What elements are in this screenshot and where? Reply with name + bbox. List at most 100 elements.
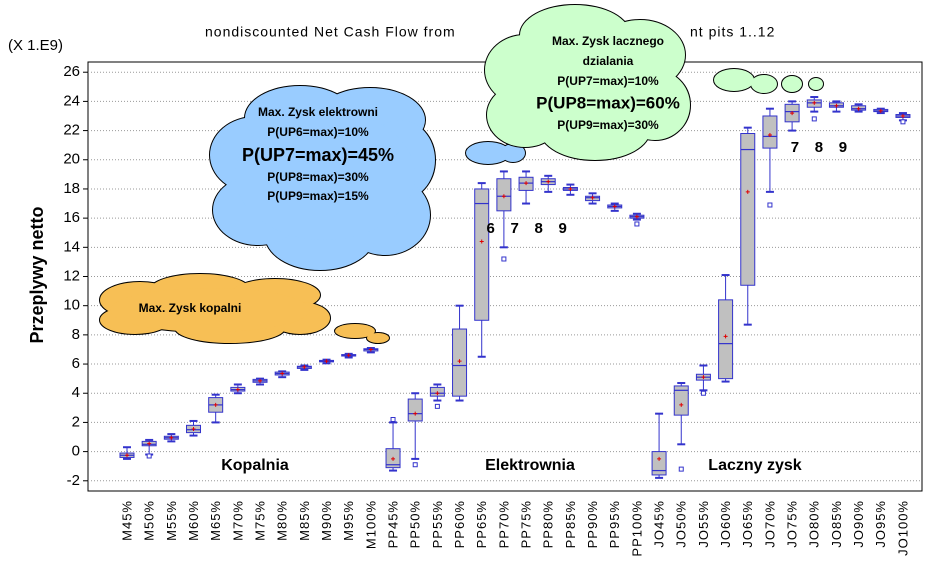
- pit-number: 7: [791, 139, 799, 156]
- cloud-plant-text: P(UP7=max)=45%: [242, 145, 394, 165]
- mean-marker: [435, 391, 440, 396]
- box: [673, 385, 689, 416]
- chart-title: nondiscounted Net Cash Flow from: [205, 24, 456, 40]
- outlier: [811, 116, 817, 122]
- pit-number: 7: [511, 220, 519, 237]
- cloud-total-text: P(UP9=max)=30%: [557, 118, 659, 132]
- mean-marker: [745, 189, 750, 194]
- mean-marker: [723, 334, 728, 339]
- y-axis-label: Przeplywy netto: [27, 206, 47, 343]
- cloud-plant-text: P(UP8=max)=30%: [267, 170, 369, 184]
- outlier: [501, 256, 507, 262]
- y-tick-label: 12: [63, 267, 80, 284]
- group-label: Kopalnia: [221, 457, 289, 474]
- x-tick-label: PP90%: [585, 500, 600, 548]
- annotations: Kopalnia Elektrownia Laczny zysk Max. Zysk …: [139, 34, 847, 474]
- cloud-total-text: P(UP7=max)=10%: [557, 74, 659, 88]
- outlier: [767, 202, 773, 208]
- mean-marker: [324, 359, 329, 364]
- mean-marker: [679, 402, 684, 407]
- y-tick-label: 14: [63, 238, 80, 255]
- mean-marker: [546, 179, 551, 184]
- mean-marker: [391, 456, 396, 461]
- group-label: Laczny zysk: [708, 457, 801, 474]
- y-tick-label: 4: [72, 384, 80, 401]
- mean-marker: [413, 411, 418, 416]
- x-tick-label: JO45%: [652, 500, 667, 548]
- y-tick-label: -2: [67, 472, 80, 489]
- pit-number: 8: [535, 220, 543, 237]
- y-tick-label: 0: [72, 443, 80, 460]
- mean-marker: [568, 186, 573, 191]
- mean-marker: [856, 106, 861, 111]
- x-tick-label: JO85%: [829, 500, 844, 548]
- cloud-plant-text: P(UP6=max)=10%: [267, 125, 369, 139]
- mean-marker: [790, 111, 795, 116]
- outlier: [700, 390, 706, 396]
- pit-number: 9: [839, 139, 847, 156]
- pit-number: 9: [559, 220, 567, 237]
- mean-marker: [169, 435, 174, 440]
- y-tick-label: 20: [63, 151, 80, 168]
- mean-marker: [834, 103, 839, 108]
- x-tick-label: JO90%: [851, 500, 866, 548]
- x-tick-label: M95%: [341, 500, 356, 541]
- x-tick-label: JO100%: [895, 500, 910, 556]
- chart-title-end: nt pits 1..12: [690, 24, 775, 40]
- x-tick-label: JO75%: [785, 500, 800, 548]
- mean-marker: [612, 204, 617, 209]
- mean-marker: [878, 108, 883, 113]
- x-tick-label: JO95%: [873, 500, 888, 548]
- y-tick-label: 24: [63, 92, 80, 109]
- x-tick-label: PP75%: [518, 500, 533, 548]
- x-tick-label: PP95%: [607, 500, 622, 548]
- mean-marker: [900, 113, 905, 118]
- outlier: [390, 417, 396, 422]
- pit-number: 8: [815, 139, 823, 156]
- cloud-plant-text: P(UP9=max)=15%: [267, 189, 369, 203]
- x-tick-label: PP65%: [474, 500, 489, 548]
- x-tick-label: M55%: [164, 500, 179, 541]
- cloud-mine-text: Max. Zysk kopalni: [139, 301, 242, 315]
- mean-marker: [590, 195, 595, 200]
- y-tick-label: 18: [63, 180, 80, 197]
- mean-marker: [280, 371, 285, 376]
- cloud-total-text: P(UP8=max)=60%: [536, 93, 680, 112]
- mean-marker: [657, 456, 662, 461]
- box: [474, 188, 490, 321]
- x-tick-label: PP60%: [452, 500, 467, 548]
- x-tick-label: JO70%: [762, 500, 777, 548]
- x-tick-label: JO55%: [696, 500, 711, 548]
- x-tick-label: JO80%: [807, 500, 822, 548]
- mean-marker: [812, 100, 817, 105]
- x-tick-label: M45%: [119, 500, 134, 541]
- x-tick-label: M80%: [275, 500, 290, 541]
- x-tick-label: M50%: [142, 500, 157, 541]
- x-tick-label: PP85%: [563, 500, 578, 548]
- y-tick-label: 8: [72, 326, 80, 343]
- group-label: Elektrownia: [485, 457, 575, 474]
- mean-marker: [368, 347, 373, 352]
- x-tick-label: M75%: [252, 500, 267, 541]
- x-tick-label: M90%: [319, 500, 334, 541]
- x-tick-label: PP70%: [496, 500, 511, 548]
- mean-marker: [701, 375, 706, 380]
- y-tick-label: 10: [63, 297, 80, 314]
- outlier: [434, 403, 440, 409]
- box: [718, 299, 734, 380]
- y-tick-label: 6: [72, 355, 80, 372]
- outlier: [678, 466, 684, 472]
- pit-number: 6: [487, 220, 495, 237]
- x-tick-label: JO60%: [718, 500, 733, 548]
- box: [407, 398, 423, 422]
- mean-marker: [213, 402, 218, 407]
- mean-marker: [457, 359, 462, 364]
- x-tick-label: JO65%: [740, 500, 755, 548]
- y-tick-label: 2: [72, 413, 80, 430]
- x-tick-label: M100%: [363, 500, 378, 549]
- mean-marker: [501, 194, 506, 199]
- x-tick-label: PP45%: [385, 500, 400, 548]
- mean-marker: [125, 453, 129, 458]
- cloud-plant-text: Max. Zysk elektrowni: [258, 105, 378, 119]
